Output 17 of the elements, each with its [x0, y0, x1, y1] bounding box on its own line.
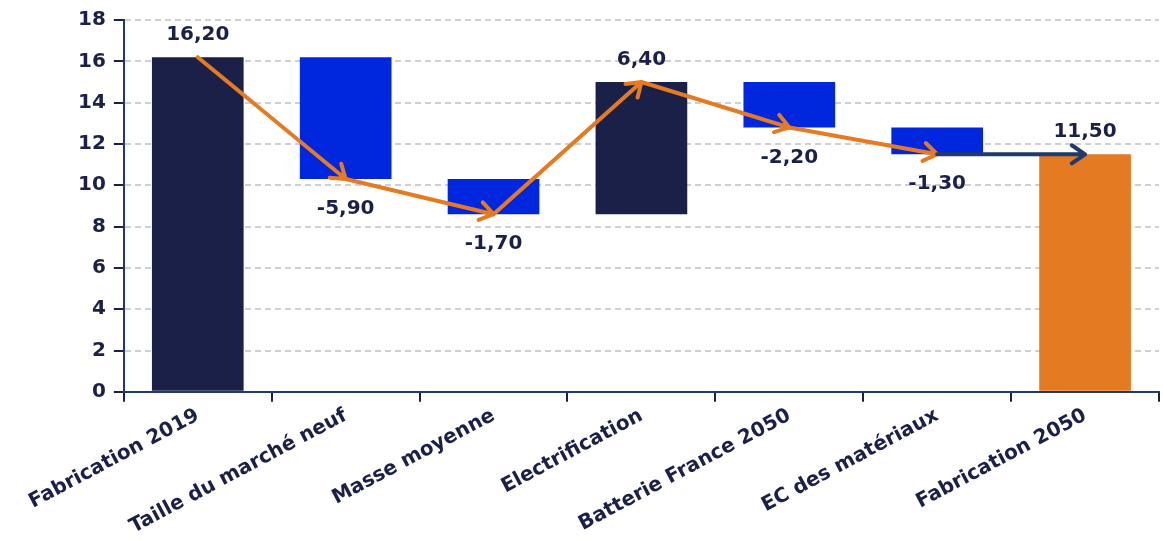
- y-tick-label: 4: [91, 295, 106, 320]
- y-tick-label: 10: [77, 171, 106, 196]
- data-label: 11,50: [1053, 118, 1117, 143]
- y-tick-label: 2: [91, 336, 106, 361]
- data-label: -1,70: [464, 230, 523, 255]
- data-label: 6,40: [616, 46, 667, 71]
- y-tick-label: 6: [91, 254, 106, 279]
- data-label: -2,20: [760, 143, 819, 168]
- y-tick-label: 18: [77, 6, 106, 31]
- y-tick-label: 14: [77, 88, 106, 113]
- y-tick-label: 12: [77, 130, 106, 155]
- y-tick-label: 8: [91, 212, 106, 237]
- y-tick-label: 0: [91, 378, 106, 403]
- y-tick-label: 16: [77, 47, 106, 72]
- data-label: -1,30: [908, 170, 967, 195]
- data-label: -5,90: [316, 195, 375, 220]
- data-label: 16,20: [166, 21, 230, 46]
